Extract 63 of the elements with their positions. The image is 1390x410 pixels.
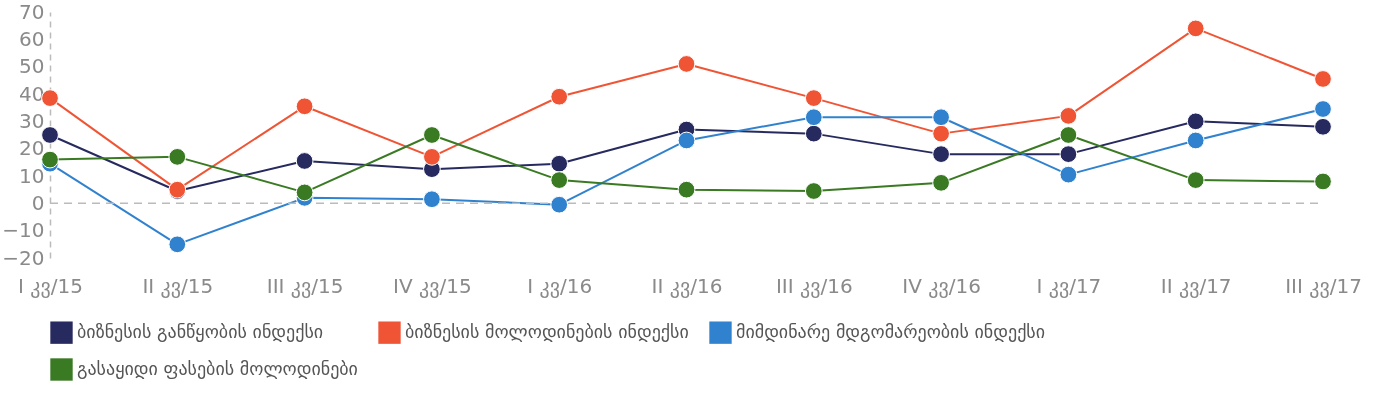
point xyxy=(550,195,569,214)
y-tick-label: 0 xyxy=(31,190,45,215)
point xyxy=(804,108,823,127)
legend-label: ბიზნესის მოლოდინების ინდექსი xyxy=(405,320,689,342)
x-tick-label: III კვ/17 xyxy=(1285,273,1362,298)
x-tick-label: I კვ/15 xyxy=(18,273,83,298)
point xyxy=(168,148,187,166)
x-tick-label: II კვ/15 xyxy=(142,273,214,298)
point xyxy=(932,145,950,163)
point xyxy=(1186,19,1205,38)
point xyxy=(932,124,950,143)
point xyxy=(550,171,569,189)
point xyxy=(295,97,314,116)
point xyxy=(41,89,59,107)
point xyxy=(295,152,314,170)
x-tick-label: II კვ/17 xyxy=(1160,273,1232,298)
point xyxy=(423,148,441,166)
point xyxy=(550,87,569,106)
x-tick-label: I კვ/16 xyxy=(527,273,593,298)
point xyxy=(677,131,696,150)
point xyxy=(423,190,441,209)
y-tick-label: −10 xyxy=(2,218,45,243)
point xyxy=(295,183,314,202)
point xyxy=(677,55,696,73)
x-tick-label: II კვ/16 xyxy=(651,273,723,298)
point xyxy=(1186,112,1205,131)
point xyxy=(550,154,569,173)
y-tick-label: 40 xyxy=(19,81,45,106)
legend-label: ბიზნესის განწყობის ინდექსი xyxy=(77,320,324,342)
y-tick-label: 60 xyxy=(19,26,45,51)
point xyxy=(677,180,696,199)
point xyxy=(423,126,441,144)
x-tick-label: IV კვ/16 xyxy=(902,273,981,298)
point xyxy=(1059,165,1078,184)
x-tick-label: I კვ/17 xyxy=(1036,273,1102,298)
y-tick-label: −20 xyxy=(2,245,45,270)
point xyxy=(168,235,187,254)
point xyxy=(1314,117,1332,136)
point xyxy=(932,108,950,127)
point xyxy=(1186,171,1205,189)
point xyxy=(1059,126,1078,144)
point xyxy=(41,126,59,144)
y-tick-label: 20 xyxy=(19,136,45,161)
legend-label: მიმდინარე მდგომარეობის ინდექსი xyxy=(736,320,1046,342)
point xyxy=(804,124,823,143)
point xyxy=(804,89,823,107)
point xyxy=(1059,145,1078,163)
point xyxy=(1314,70,1332,88)
y-tick-label: 30 xyxy=(19,108,45,133)
y-tick-label: 10 xyxy=(19,163,45,188)
point xyxy=(1314,100,1332,118)
point xyxy=(41,150,59,169)
y-tick-label: 50 xyxy=(19,54,45,79)
point xyxy=(1186,131,1205,150)
x-tick-label: III კვ/16 xyxy=(775,273,853,298)
point xyxy=(1314,172,1332,191)
point xyxy=(804,182,823,200)
point xyxy=(1059,107,1078,125)
legend-label: გასაყიდი ფასების მოლოდინები xyxy=(77,357,358,379)
x-tick-label: IV კვ/15 xyxy=(393,273,472,298)
point xyxy=(932,173,950,192)
y-tick-label: 70 xyxy=(19,0,45,24)
x-tick-label: III კვ/15 xyxy=(266,273,344,298)
